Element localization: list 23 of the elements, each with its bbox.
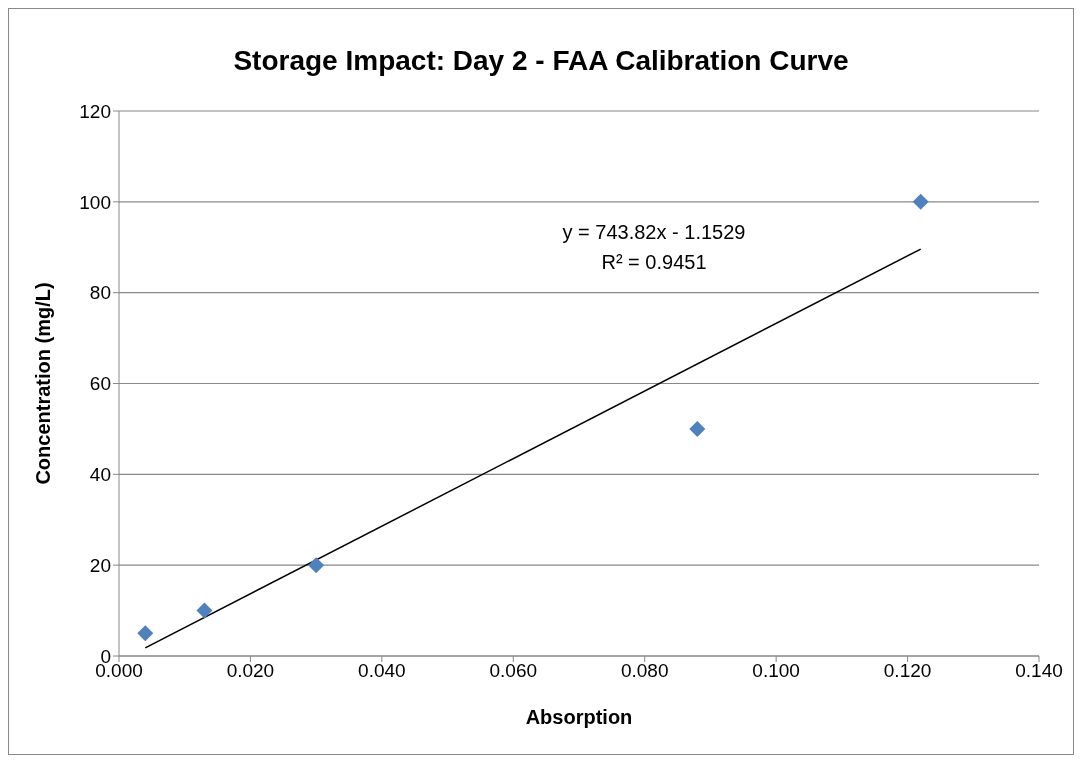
point — [308, 557, 325, 574]
x-tick-label: 0.040 — [358, 660, 406, 682]
chart-title: Storage Impact: Day 2 - FAA Calibration Curve — [232, 45, 850, 77]
annotation: R² = 0.9451 — [600, 251, 708, 274]
x-axis-title: Absorption — [525, 706, 633, 728]
y-axis-title: Concentration (mg/L) — [32, 282, 55, 485]
point — [137, 625, 154, 642]
x-tick-label: 0.100 — [752, 660, 800, 682]
y-tick-label: 120 — [79, 100, 111, 122]
point — [196, 602, 213, 619]
y-tick-label: 40 — [89, 464, 111, 486]
y-tick-label: 100 — [79, 191, 111, 213]
y-tick-label: 20 — [89, 554, 111, 576]
x-tick-label: 0.080 — [620, 660, 669, 682]
annotation: y = 743.82x - 1.1529 — [561, 221, 747, 244]
point — [912, 193, 929, 210]
x-tick-label: 0.060 — [489, 660, 538, 682]
x-tick-label: 0.140 — [1015, 660, 1063, 682]
y-tick-label: 60 — [89, 373, 111, 395]
y-tick-label: 80 — [89, 282, 111, 304]
x-tick-label: 0.020 — [226, 660, 275, 682]
x-tick-label: 0.120 — [883, 660, 932, 682]
point — [689, 420, 706, 437]
